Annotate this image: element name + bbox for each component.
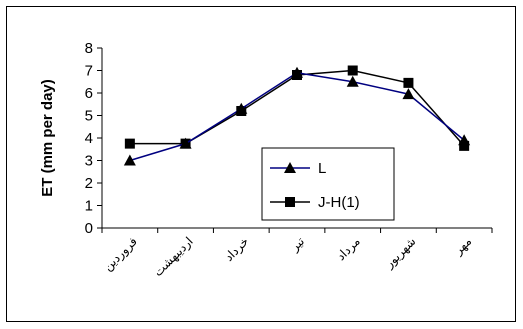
x-category-label: خرداد (222, 234, 252, 264)
x-category-label: فروردین (101, 234, 141, 274)
square-marker (403, 77, 414, 88)
y-axis-ticks: 0 1 2 3 4 5 6 7 8 (85, 40, 102, 237)
y-tick-label: 2 (85, 175, 93, 192)
triangle-marker (284, 162, 296, 173)
y-tick-label: 1 (85, 198, 93, 215)
legend-box (261, 147, 395, 221)
triangle-marker (179, 137, 192, 149)
series-line (129, 69, 465, 147)
x-category-label: شهریور (381, 234, 419, 272)
legend-label: J-H(1) (318, 194, 360, 211)
y-tick-label: 4 (85, 130, 93, 147)
x-axis-ticks (101, 228, 493, 233)
x-category-label: مرداد (334, 234, 364, 264)
square-marker (347, 65, 358, 76)
series-layer (123, 65, 471, 166)
legend-label: L (318, 160, 326, 177)
square-marker (124, 138, 135, 149)
x-category-label: تیر (287, 234, 308, 255)
y-tick-label: 8 (85, 40, 93, 57)
square-marker (285, 197, 295, 207)
series-line (129, 71, 465, 162)
triangle-marker (123, 154, 136, 166)
triangle-marker (458, 134, 471, 146)
chart-frame (6, 6, 516, 322)
x-category-label: مهر (451, 234, 475, 258)
y-axis-title: ET (mm per day) (39, 79, 56, 197)
y-tick-label: 5 (85, 108, 93, 125)
triangle-marker (235, 102, 248, 114)
triangle-marker (402, 88, 415, 100)
triangle-marker (291, 66, 303, 78)
series-L (123, 66, 471, 166)
legend-item: J-H(1) (270, 194, 360, 211)
triangle-marker (346, 75, 359, 87)
square-marker (459, 140, 470, 151)
y-tick-label: 6 (85, 85, 93, 102)
legend: L J-H(1) (261, 147, 395, 221)
legend-item: L (270, 160, 326, 177)
x-category-label: اردیبهشت (151, 234, 197, 280)
x-axis-category-labels: فروردین اردیبهشت خرداد تیر مرداد شهریور مهر (101, 234, 475, 280)
y-tick-label: 7 (85, 63, 93, 80)
y-tick-label: 0 (85, 220, 93, 237)
y-tick-label: 3 (85, 153, 93, 170)
series-J-H(1) (124, 65, 470, 151)
